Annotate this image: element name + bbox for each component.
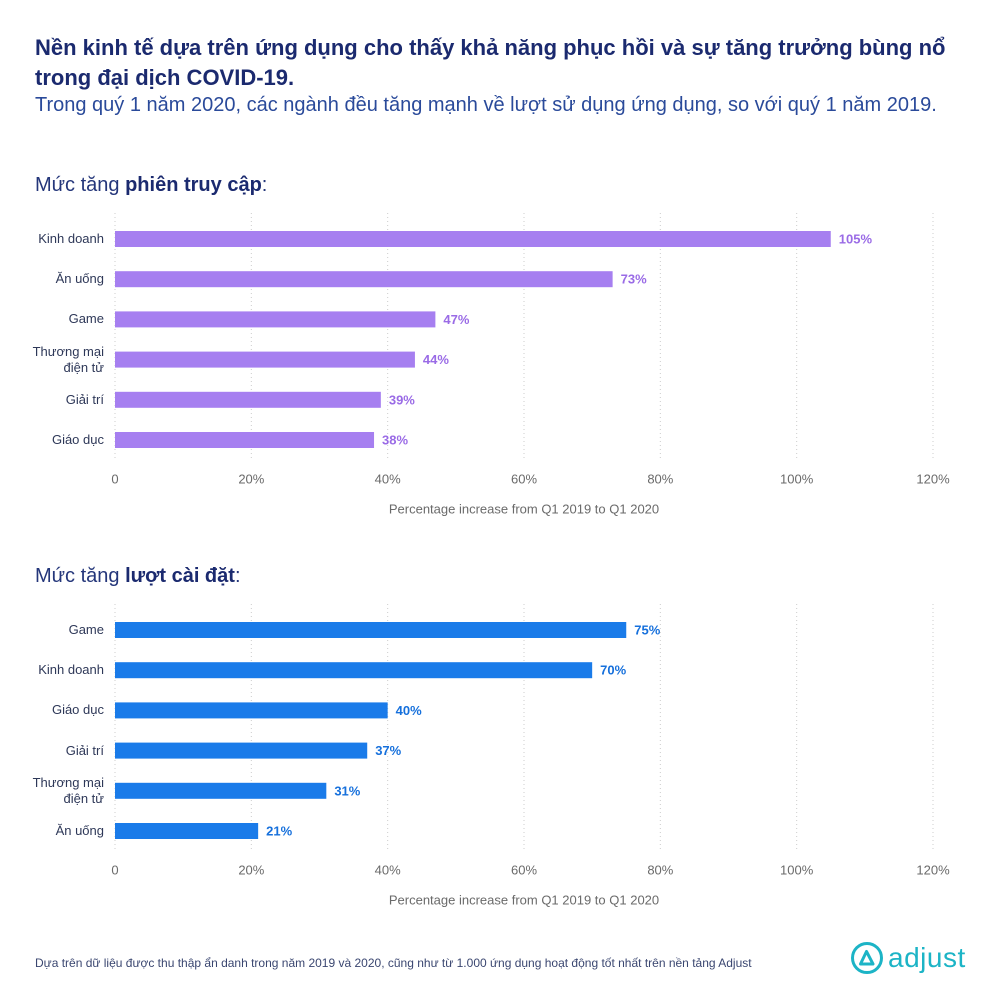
value-label: 39% bbox=[389, 392, 415, 407]
page-title: Nền kinh tế dựa trên ứng dụng cho thấy k… bbox=[35, 35, 946, 90]
x-tick-label: 60% bbox=[511, 863, 537, 878]
x-tick-label: 40% bbox=[375, 863, 401, 878]
category-label: Ăn uống bbox=[55, 271, 104, 287]
bar bbox=[115, 271, 613, 288]
x-tick-label: 0 bbox=[111, 472, 118, 487]
category-label: Giáo dục bbox=[51, 702, 104, 718]
bar bbox=[115, 782, 327, 799]
value-label: 31% bbox=[334, 783, 360, 798]
bar bbox=[115, 391, 381, 408]
bar bbox=[115, 432, 375, 448]
adjust-logo: adjust bbox=[850, 940, 966, 976]
x-tick-label: 120% bbox=[916, 863, 950, 878]
category-label: Giải trí bbox=[65, 391, 104, 407]
bar bbox=[115, 622, 627, 638]
installs-chart-plot: 0 20% 40% 60% 80% 100% 120% 75% 70% 40% 37% 31% 21% P… bbox=[111, 604, 950, 908]
adjust-logo-icon bbox=[851, 942, 883, 974]
value-label: 37% bbox=[375, 743, 401, 758]
x-tick-label: 120% bbox=[916, 472, 950, 487]
category-label: Giáo dục bbox=[51, 432, 104, 447]
bar bbox=[115, 702, 388, 719]
value-label: 70% bbox=[600, 663, 626, 678]
category-label: Thương mại điện tử bbox=[32, 343, 104, 375]
bar bbox=[115, 823, 259, 839]
x-tick-label: 60% bbox=[511, 472, 537, 487]
page-subtitle: Trong quý 1 năm 2020, các ngành đều tăng… bbox=[35, 94, 937, 116]
installs-heading-emphasis: lượt cài đặt bbox=[125, 565, 235, 587]
category-label: Game bbox=[68, 622, 104, 637]
category-label: Game bbox=[68, 311, 104, 327]
category-label: Thương mại điện tử bbox=[32, 774, 104, 806]
footer-note: Dựa trên dữ liệu được thu thập ẩn danh t… bbox=[35, 956, 752, 970]
category-label: Giải trí bbox=[65, 742, 104, 758]
bar bbox=[115, 742, 368, 759]
x-tick-label: 0 bbox=[111, 863, 118, 878]
x-tick-label: 100% bbox=[780, 863, 814, 878]
value-label: 105% bbox=[839, 232, 873, 247]
value-label: 47% bbox=[443, 312, 469, 327]
value-label: 73% bbox=[621, 272, 647, 287]
category-label: Kinh doanh bbox=[38, 231, 104, 246]
value-label: 38% bbox=[382, 433, 408, 448]
sessions-bar-chart: 0 20% 40% 60% 80% 100% 120% 105% 73% 47% 44% 39% 38%… bbox=[0, 200, 1000, 530]
installs-chart-heading: Mức tăng lượt cài đặt: bbox=[35, 564, 241, 588]
bar bbox=[115, 231, 831, 247]
x-tick-label: 80% bbox=[647, 863, 673, 878]
x-axis-label: Percentage increase from Q1 2019 to Q1 2… bbox=[389, 502, 659, 517]
sessions-heading-emphasis: phiên truy cập bbox=[125, 174, 262, 196]
sessions-heading-prefix: Mức tăng bbox=[35, 174, 126, 196]
bar bbox=[115, 311, 436, 328]
category-label: Kinh doanh bbox=[38, 662, 104, 678]
sessions-chart-plot: 0 20% 40% 60% 80% 100% 120% 105% 73% 47% 44% 39% 38%… bbox=[111, 213, 950, 517]
x-tick-label: 20% bbox=[238, 863, 264, 878]
x-tick-label: 40% bbox=[375, 472, 401, 487]
value-label: 44% bbox=[423, 352, 449, 367]
x-tick-label: 100% bbox=[780, 472, 814, 487]
sessions-chart-heading: Mức tăng phiên truy cập: bbox=[35, 173, 267, 197]
bar bbox=[115, 351, 415, 368]
x-tick-label: 20% bbox=[238, 472, 264, 487]
sessions-heading-suffix: : bbox=[261, 174, 268, 196]
installs-bar-chart: 0 20% 40% 60% 80% 100% 120% 75% 70% 40% 37% 31% 21% P… bbox=[0, 591, 1000, 921]
value-label: 40% bbox=[396, 703, 422, 718]
x-axis-label: Percentage increase from Q1 2019 to Q1 2… bbox=[389, 893, 659, 908]
installs-heading-suffix: : bbox=[234, 565, 241, 587]
value-label: 75% bbox=[634, 623, 660, 638]
adjust-logo-text: adjust bbox=[888, 942, 966, 973]
category-label: Ăn uống bbox=[55, 823, 104, 838]
value-label: 21% bbox=[266, 824, 292, 839]
installs-heading-prefix: Mức tăng bbox=[35, 565, 126, 587]
x-tick-label: 80% bbox=[647, 472, 673, 487]
bar bbox=[115, 662, 593, 679]
